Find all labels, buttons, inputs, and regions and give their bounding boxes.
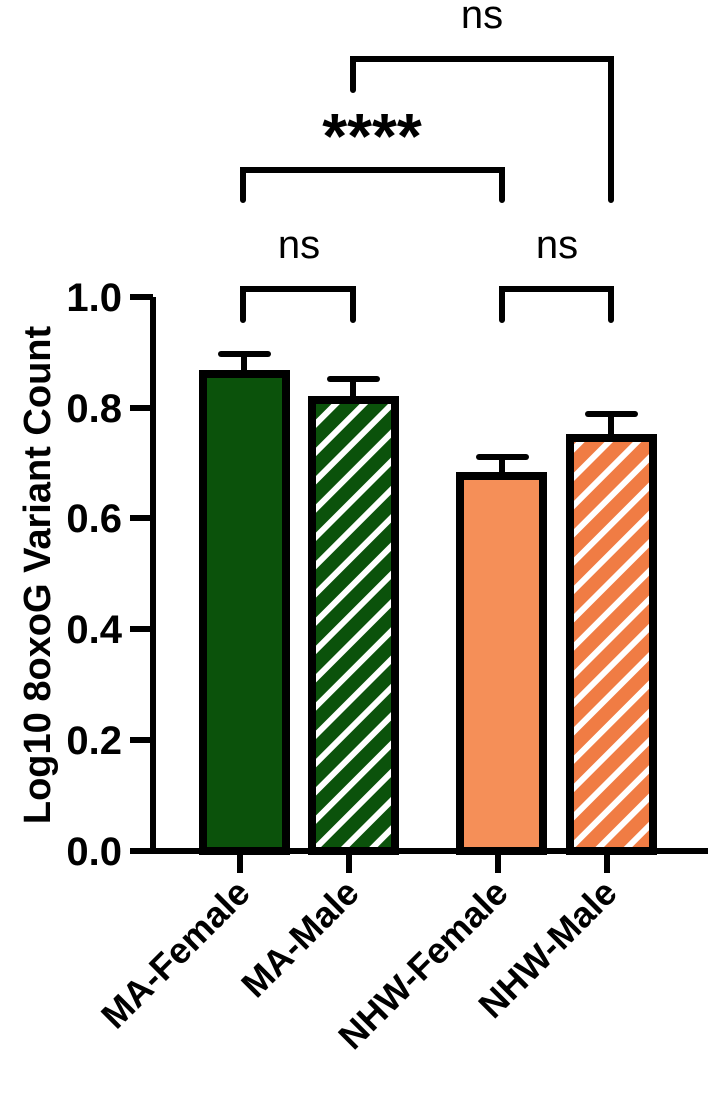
sig-label-nhw: ns — [536, 223, 578, 267]
significance-brackets — [240, 56, 614, 323]
bar-ma-male — [308, 376, 399, 855]
x-tick-labels: MA-Female MA-Male NHW-Female NHW-Male — [93, 872, 625, 1057]
y-axis-title: Log10 8oxoG Variant Count — [17, 326, 59, 825]
x-axis — [150, 848, 708, 873]
y-tick-label: 0.4 — [66, 608, 122, 652]
y-tick-label: 0.0 — [66, 830, 122, 874]
y-tick-labels: 0.0 0.2 0.4 0.6 0.8 1.0 — [66, 276, 122, 874]
sig-label-ma: ns — [278, 223, 320, 267]
y-tick-label: 0.6 — [66, 497, 122, 541]
y-axis — [130, 294, 156, 854]
bar-nhw-male — [566, 411, 657, 855]
sig-label-male: ns — [461, 0, 503, 37]
y-tick-label: 1.0 — [66, 276, 122, 320]
x-label-ma-male: MA-Male — [233, 872, 367, 1006]
y-tick-label: 0.8 — [66, 387, 122, 431]
y-tick-label: 0.2 — [66, 719, 122, 763]
significance-labels: ns ns **** ns — [278, 0, 578, 267]
x-label-ma-female: MA-Female — [93, 872, 258, 1037]
bar-nhw-female — [456, 454, 547, 855]
bar-ma-female — [199, 351, 290, 855]
sig-label-female: **** — [322, 100, 422, 172]
bars — [199, 351, 657, 855]
